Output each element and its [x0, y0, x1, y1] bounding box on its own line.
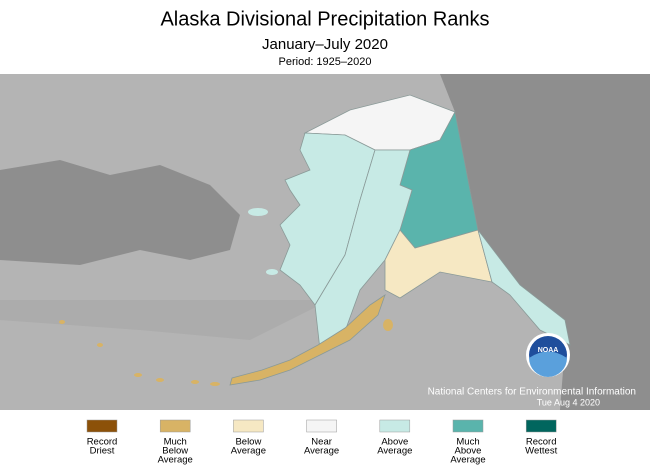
island	[248, 208, 268, 216]
legend-swatch	[379, 419, 411, 433]
credit: National Centers for Environmental Infor…	[428, 387, 636, 398]
legend-label: Near	[311, 437, 332, 448]
legend-swatch	[452, 419, 484, 433]
map	[0, 74, 650, 410]
island	[266, 269, 278, 275]
legend-label: Average	[158, 455, 193, 466]
legend-swatch	[306, 419, 337, 433]
legend-label: Below	[235, 437, 261, 448]
legend-swatch	[159, 419, 191, 433]
legend-label: Record	[526, 437, 557, 448]
legend-label: Average	[304, 446, 339, 457]
period: Period: 1925–2020	[279, 56, 372, 68]
aleutians	[229, 294, 386, 386]
legend-swatch	[525, 419, 557, 433]
sea	[0, 74, 250, 150]
legend-label: Average	[231, 446, 266, 457]
legend-label: Wettest	[525, 446, 557, 457]
noaa-logo: NOAA	[526, 333, 570, 377]
date: Tue Aug 4 2020	[537, 397, 600, 407]
subtitle: January–July 2020	[262, 36, 388, 53]
title: Alaska Divisional Precipitation Ranks	[160, 8, 489, 30]
logo-text: NOAA	[538, 347, 559, 354]
central-interior	[314, 149, 413, 351]
legend: RecordDriestMuchBelowAverageBelowAverage…	[86, 419, 558, 466]
legend-label: Driest	[90, 446, 115, 457]
legend-label: Above	[381, 437, 408, 448]
legend-swatch	[86, 419, 118, 433]
russia	[0, 160, 240, 265]
bering-sea	[0, 300, 330, 340]
legend-label: Much	[164, 437, 187, 448]
legend-label: Average	[450, 455, 485, 466]
legend-label: Above	[455, 446, 482, 457]
southcentral	[384, 229, 493, 299]
canada	[440, 74, 650, 410]
logo-wave	[529, 351, 567, 377]
legend-label: Record	[87, 437, 118, 448]
legend-label: Average	[377, 446, 412, 457]
legend-label: Much	[456, 437, 479, 448]
legend-label: Below	[162, 446, 188, 457]
islands	[59, 319, 393, 386]
legend-swatch	[233, 419, 264, 433]
